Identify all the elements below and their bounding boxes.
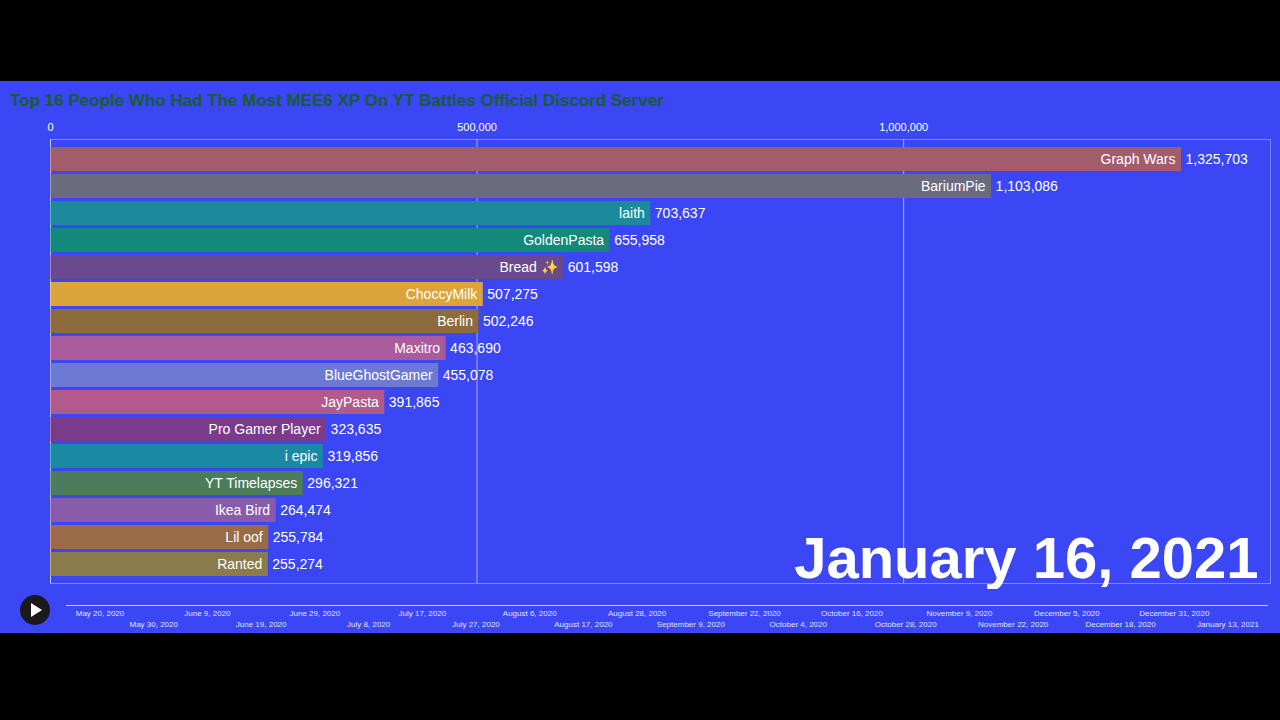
html-text:October 4, 2020: October 4, 2020 [769,620,827,629]
html-text:August 6, 2020: August 6, 2020 [502,609,557,618]
svg-text:Pro Gamer Player: Pro Gamer Player [209,421,321,437]
svg-text:455,078: 455,078 [443,367,494,383]
svg-text:YT Timelapses: YT Timelapses [205,475,297,491]
html-text:August 17, 2020: August 17, 2020 [554,620,613,629]
svg-text:ChoccyMilk: ChoccyMilk [406,286,479,302]
svg-text:JayPasta: JayPasta [321,394,379,410]
svg-text:Berlin: Berlin [437,313,473,329]
svg-text:255,784: 255,784 [273,529,324,545]
svg-text:BlueGhostGamer: BlueGhostGamer [325,367,433,383]
html-text:July 8, 2020: July 8, 2020 [347,620,391,629]
svg-text:296,321: 296,321 [307,475,358,491]
svg-text:463,690: 463,690 [450,340,501,356]
svg-text:Lil oof: Lil oof [225,529,262,545]
html-text:September 22, 2020: September 22, 2020 [708,609,781,618]
html-text:May 20, 2020: May 20, 2020 [75,609,125,618]
html-text:June 9, 2020: June 9, 2020 [184,609,231,618]
html-text:December 5, 2020: December 5, 2020 [1033,609,1100,618]
svg-text:GoldenPasta: GoldenPasta [523,232,604,248]
svg-text:264,474: 264,474 [280,502,331,518]
svg-text:1,325,703: 1,325,703 [1186,151,1248,167]
html-text:December 18, 2020: December 18, 2020 [1085,620,1156,629]
svg-text:1,103,086: 1,103,086 [996,178,1058,194]
svg-text:January 16, 2021: January 16, 2021 [794,525,1258,590]
svg-text:Graph Wars: Graph Wars [1101,151,1176,167]
html-text:July 17, 2020: July 17, 2020 [398,609,447,618]
html-text:May 30, 2020: May 30, 2020 [129,620,178,629]
svg-text:655,958: 655,958 [614,232,665,248]
svg-text:i epic: i epic [285,448,318,464]
svg-text:601,598: 601,598 [568,259,619,275]
svg-text:391,865: 391,865 [389,394,440,410]
html-text:July 27, 2020: July 27, 2020 [452,620,500,629]
html-text:June 29, 2020: June 29, 2020 [289,609,341,618]
svg-text:500,000: 500,000 [457,121,497,133]
svg-text:507,275: 507,275 [487,286,538,302]
html-text:Top 16 People Who Had The Most: Top 16 People Who Had The Most MEE6 XP O… [10,91,664,110]
html-text:September 9, 2020: September 9, 2020 [656,620,725,629]
svg-text:Ranted: Ranted [217,556,262,572]
svg-text:1,000,000: 1,000,000 [879,121,928,133]
svg-text:502,246: 502,246 [483,313,534,329]
html-text:December 31, 2020: December 31, 2020 [1139,609,1210,618]
svg-text:laith: laith [619,205,645,221]
svg-text:Bread ✨: Bread ✨ [500,259,558,275]
html-text:October 16, 2020: October 16, 2020 [821,609,883,618]
svg-text:0: 0 [47,121,53,133]
html-text:October 28, 2020: October 28, 2020 [874,620,937,629]
svg-text:323,635: 323,635 [331,421,382,437]
html-text:November 9, 2020: November 9, 2020 [926,609,993,618]
svg-text:255,274: 255,274 [272,556,323,572]
html-text:June 19, 2020: June 19, 2020 [235,620,287,629]
svg-text:703,637: 703,637 [655,205,706,221]
svg-text:BariumPie: BariumPie [921,178,986,194]
svg-text:Ikea Bird: Ikea Bird [215,502,270,518]
html-text:August 28, 2020: August 28, 2020 [608,609,667,618]
html-text:January 13, 2021: January 13, 2021 [1197,620,1259,629]
svg-text:319,856: 319,856 [327,448,378,464]
html-text:November 22, 2020: November 22, 2020 [978,620,1049,629]
svg-text:Maxitro: Maxitro [394,340,440,356]
